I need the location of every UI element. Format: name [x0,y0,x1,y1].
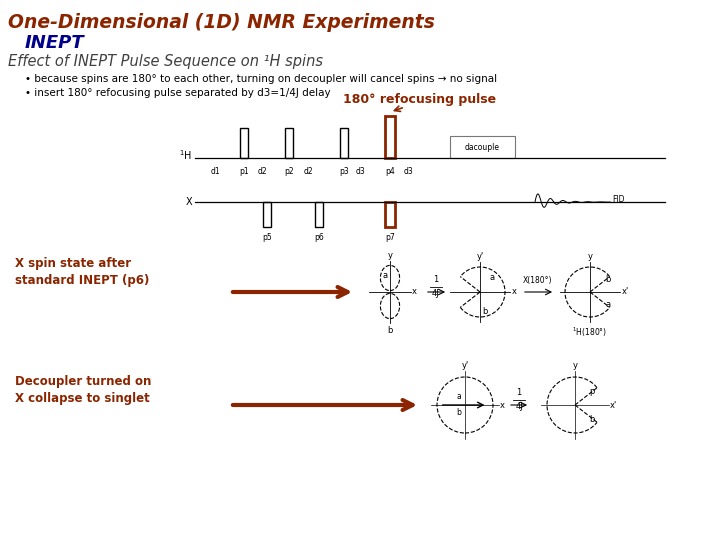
Text: Effect of INEPT Pulse Sequence on ¹H spins: Effect of INEPT Pulse Sequence on ¹H spi… [8,54,323,69]
Text: b: b [387,326,392,335]
Text: a: a [490,273,495,281]
Text: d1: d1 [210,167,220,176]
Bar [315,202,323,227]
Text: a: a [605,300,610,309]
Text: d3: d3 [403,167,413,176]
Text: X: X [185,197,192,207]
Text: p2: p2 [284,167,294,176]
Text: $^1$H(180°): $^1$H(180°) [572,326,608,339]
Text: Decoupler turned on
X collapse to singlet: Decoupler turned on X collapse to single… [15,375,151,405]
Text: X spin state after
standard INEPT (p6): X spin state after standard INEPT (p6) [15,257,149,287]
Text: b: b [482,307,488,316]
Text: y: y [588,252,593,261]
Text: • because spins are 180° to each other, turning on decoupler will cancel spins →: • because spins are 180° to each other, … [25,74,497,84]
Bar [450,136,515,158]
Text: dacouple: dacouple [465,143,500,152]
Text: 1: 1 [433,275,438,284]
Text: y': y' [477,252,484,261]
Bar [340,128,348,158]
Bar [240,128,248,158]
Text: 180° refocusing pulse: 180° refocusing pulse [343,93,497,106]
Bar [285,128,293,158]
Text: p1: p1 [239,167,249,176]
Text: X(180°): X(180°) [523,276,553,285]
Text: $^1$H: $^1$H [179,148,192,162]
Text: p: p [589,387,595,395]
Text: d3: d3 [355,167,365,176]
Text: x: x [500,401,505,409]
Text: p6: p6 [314,233,324,242]
Text: d2: d2 [257,167,267,176]
Text: One-Dimensional (1D) NMR Experiments: One-Dimensional (1D) NMR Experiments [8,13,435,32]
Text: b: b [456,408,461,417]
Text: 1: 1 [516,388,521,397]
Text: y: y [387,251,392,260]
Text: d2: d2 [303,167,312,176]
Text: 4J: 4J [432,289,440,298]
Text: 4J: 4J [515,402,523,411]
Text: y': y' [462,361,469,370]
Text: x: x [511,287,516,296]
Text: p7: p7 [385,233,395,242]
Text: a: a [382,271,388,280]
Text: x': x' [621,287,629,296]
Text: INEPT: INEPT [25,34,85,52]
Text: x: x [412,287,417,296]
Text: p5: p5 [262,233,272,242]
Text: a: a [456,392,461,401]
Text: x': x' [610,401,617,409]
Text: y: y [572,361,577,370]
Bar [385,202,395,227]
Text: • insert 180° refocusing pulse separated by d3=1/4J delay: • insert 180° refocusing pulse separated… [25,88,330,98]
Bar [385,116,395,158]
Bar [263,202,271,227]
Text: b: b [605,275,611,284]
Text: p3: p3 [339,167,349,176]
Text: p4: p4 [385,167,395,176]
Text: FID: FID [612,195,624,205]
Text: b: b [589,415,595,423]
